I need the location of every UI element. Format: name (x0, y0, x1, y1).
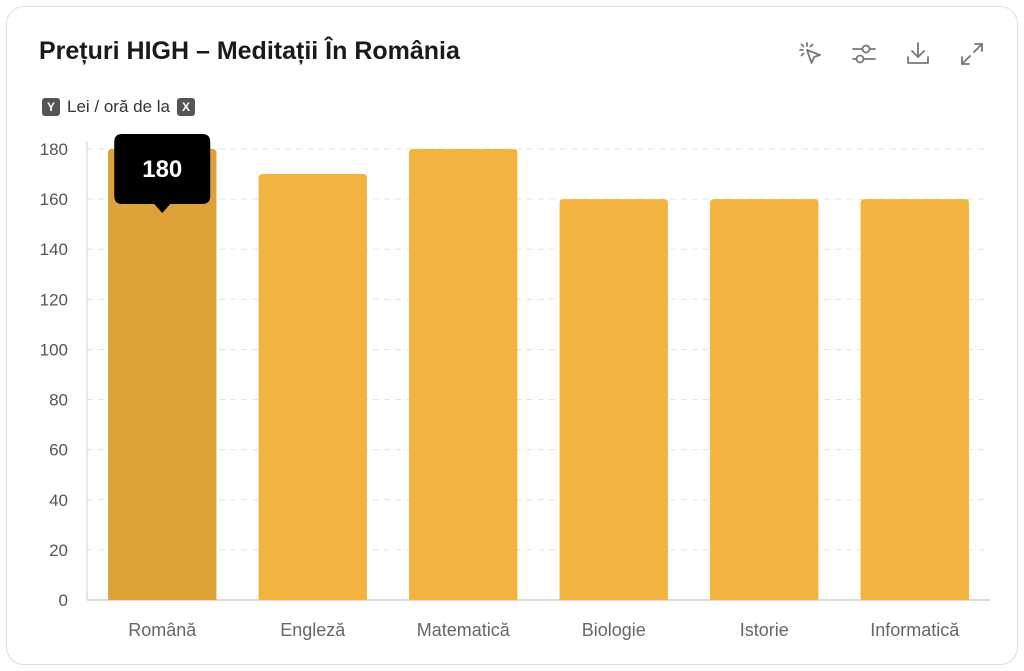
y-tick-label: 100 (40, 340, 68, 359)
unit-label: Lei / oră de la (67, 97, 171, 116)
y-tick-label: 120 (40, 290, 68, 309)
bar-română[interactable] (108, 149, 217, 600)
y-tick-label: 60 (49, 441, 68, 460)
y-tick-label: 80 (49, 391, 68, 410)
download-icon[interactable] (903, 39, 933, 69)
bar-engleză[interactable] (258, 174, 367, 601)
y-tick-label: 20 (49, 541, 68, 560)
y-tick-label: 140 (40, 240, 68, 259)
x-tick-label: Informatică (870, 620, 960, 640)
select-pointer-icon[interactable] (795, 39, 825, 69)
chart-toolbar (795, 39, 987, 69)
y-tick-label: 160 (40, 190, 68, 209)
chart-title: Prețuri HIGH – Meditații În România (39, 37, 460, 65)
bar-istorie[interactable] (710, 199, 819, 600)
bar-matematică[interactable] (409, 149, 518, 600)
y-tick-label: 0 (59, 591, 68, 610)
x-tick-label: Biologie (582, 620, 646, 640)
x-tick-label: Engleză (280, 620, 346, 640)
sliders-icon[interactable] (849, 39, 879, 69)
axis-legend: Y Lei / oră de la X (42, 97, 196, 117)
x-axis-chip: X (177, 98, 196, 116)
x-tick-label: Istorie (740, 620, 789, 640)
bar-informatică[interactable] (860, 199, 969, 600)
expand-icon[interactable] (957, 39, 987, 69)
tooltip-value: 180 (142, 156, 182, 183)
y-tick-label: 180 (40, 140, 68, 159)
x-tick-label: Română (128, 620, 197, 640)
x-tick-label: Matematică (417, 620, 511, 640)
tooltip-box (114, 134, 211, 213)
y-axis-chip: Y (42, 98, 60, 116)
bar-biologie[interactable] (559, 199, 668, 600)
y-tick-label: 40 (49, 491, 68, 510)
